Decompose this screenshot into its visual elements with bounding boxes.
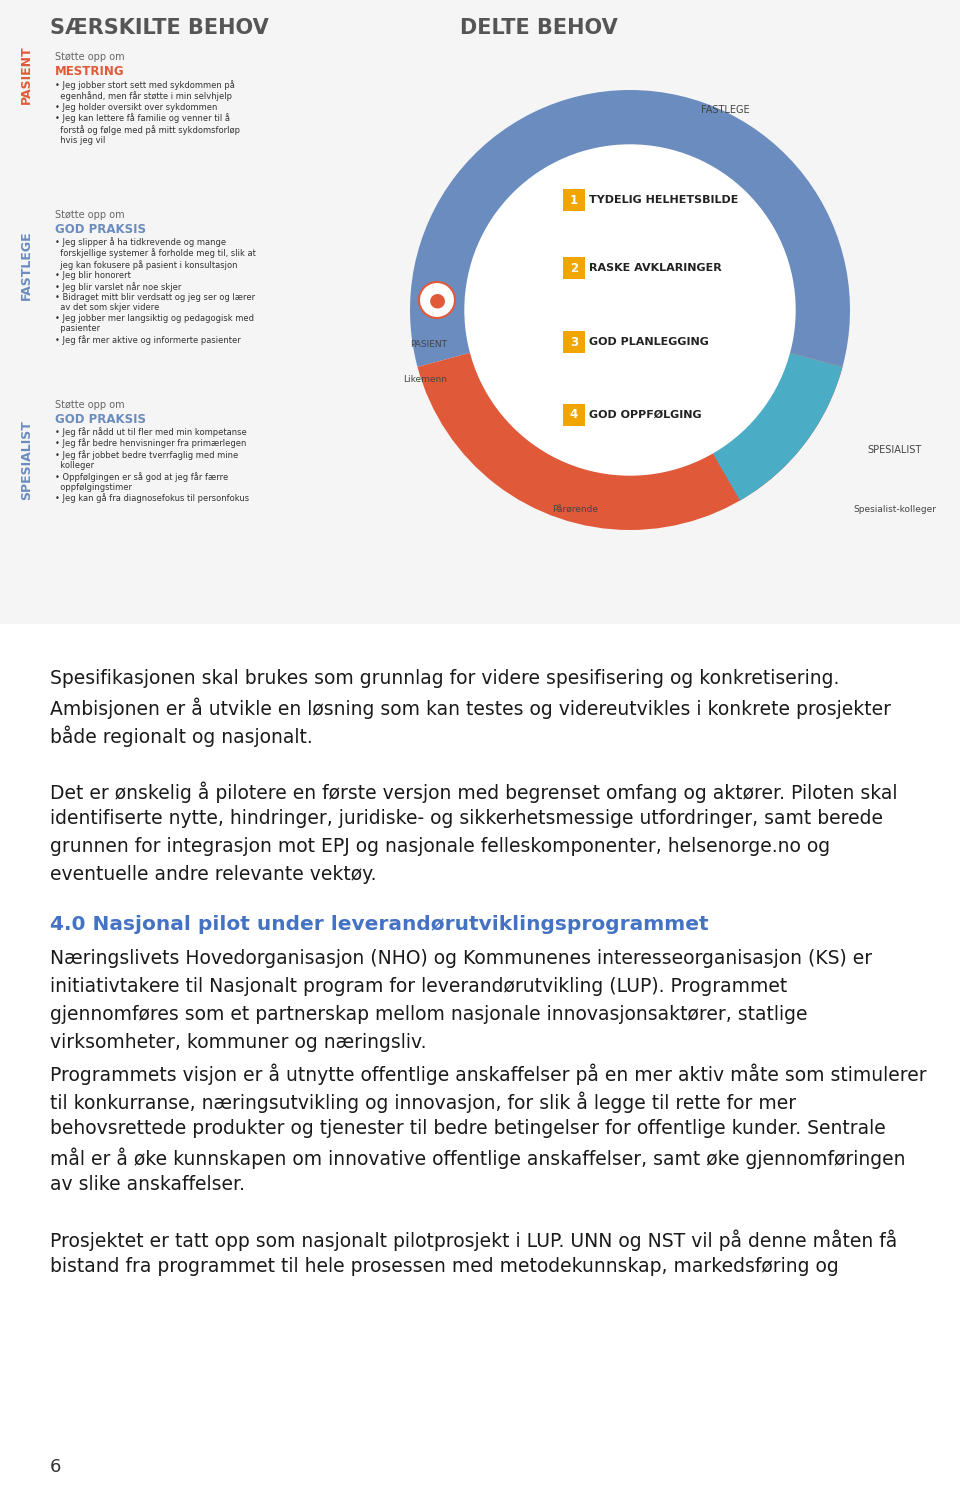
Circle shape — [465, 144, 795, 475]
Text: RASKE AVKLARINGER: RASKE AVKLARINGER — [589, 263, 722, 274]
Text: FASTLEGE: FASTLEGE — [701, 105, 750, 114]
Text: Støtte opp om: Støtte opp om — [55, 53, 125, 62]
Text: 4.0 Nasjonal pilot under leverandørutviklingsprogrammet: 4.0 Nasjonal pilot under leverandørutvik… — [50, 914, 708, 934]
Text: grunnen for integrasjon mot EPJ og nasjonale felleskomponenter, helsenorge.no og: grunnen for integrasjon mot EPJ og nasjo… — [50, 838, 830, 856]
FancyBboxPatch shape — [563, 257, 585, 280]
FancyBboxPatch shape — [563, 405, 585, 426]
Text: PASIENT: PASIENT — [411, 340, 447, 349]
Text: • Jeg slipper å ha tidkrevende og mange
  forskjellige systemer å forholde meg t: • Jeg slipper å ha tidkrevende og mange … — [55, 238, 256, 344]
Text: Støtte opp om: Støtte opp om — [55, 211, 125, 220]
Text: gjennomføres som et partnerskap mellom nasjonale innovasjonsaktører, statlige: gjennomføres som et partnerskap mellom n… — [50, 1005, 807, 1024]
FancyBboxPatch shape — [0, 0, 960, 624]
Wedge shape — [418, 353, 843, 529]
Text: DELTE BEHOV: DELTE BEHOV — [460, 18, 617, 38]
Text: til konkurranse, næringsutvikling og innovasjon, for slik å legge til rette for : til konkurranse, næringsutvikling og inn… — [50, 1092, 796, 1113]
FancyBboxPatch shape — [563, 190, 585, 211]
Text: både regionalt og nasjonalt.: både regionalt og nasjonalt. — [50, 725, 313, 746]
Text: 3: 3 — [570, 335, 578, 349]
Text: 1: 1 — [570, 194, 578, 206]
Text: 4: 4 — [570, 409, 578, 421]
Wedge shape — [712, 353, 843, 501]
Text: identifiserte nytte, hindringer, juridiske- og sikkerhetsmessige utfordringer, s: identifiserte nytte, hindringer, juridis… — [50, 809, 883, 829]
Text: SÆRSKILTE BEHOV: SÆRSKILTE BEHOV — [50, 18, 269, 38]
Text: av slike anskaffelser.: av slike anskaffelser. — [50, 1175, 245, 1194]
Text: Pårørende: Pårørende — [552, 505, 598, 514]
Text: Spesifikasjonen skal brukes som grunnlag for videre spesifisering og konkretiser: Spesifikasjonen skal brukes som grunnlag… — [50, 669, 839, 689]
Text: eventuelle andre relevante vektøy.: eventuelle andre relevante vektøy. — [50, 865, 376, 884]
Text: Spesialist-kolleger: Spesialist-kolleger — [853, 505, 937, 514]
FancyBboxPatch shape — [563, 331, 585, 353]
Text: virksomheter, kommuner og næringsliv.: virksomheter, kommuner og næringsliv. — [50, 1033, 426, 1053]
Text: TYDELIG HELHETSBILDE: TYDELIG HELHETSBILDE — [589, 196, 738, 205]
Text: Programmets visjon er å utnytte offentlige anskaffelser på en mer aktiv måte som: Programmets visjon er å utnytte offentli… — [50, 1063, 926, 1084]
Text: Støtte opp om: Støtte opp om — [55, 400, 125, 411]
Text: 2: 2 — [570, 262, 578, 275]
Text: GOD PRAKSIS: GOD PRAKSIS — [55, 414, 146, 426]
Text: GOD PRAKSIS: GOD PRAKSIS — [55, 223, 146, 236]
Text: MESTRING: MESTRING — [55, 65, 125, 78]
Text: bistand fra programmet til hele prosessen med metodekunnskap, markedsføring og: bistand fra programmet til hele prosesse… — [50, 1257, 839, 1277]
Text: GOD OPPFØLGING: GOD OPPFØLGING — [589, 411, 702, 420]
Text: ●: ● — [428, 290, 445, 310]
Text: Det er ønskelig å pilotere en første versjon med begrenset omfang og aktører. Pi: Det er ønskelig å pilotere en første ver… — [50, 781, 898, 803]
Text: • Jeg jobber stort sett med sykdommen på
  egenhånd, men får støtte i min selvhj: • Jeg jobber stort sett med sykdommen på… — [55, 80, 240, 144]
Text: Likemenn: Likemenn — [403, 376, 447, 385]
Circle shape — [419, 283, 455, 317]
Text: Prosjektet er tatt opp som nasjonalt pilotprosjekt i LUP. UNN og NST vil på denn: Prosjektet er tatt opp som nasjonalt pil… — [50, 1229, 898, 1251]
Text: Ambisjonen er å utvikle en løsning som kan testes og videreutvikles i konkrete p: Ambisjonen er å utvikle en løsning som k… — [50, 698, 891, 719]
Text: behovsrettede produkter og tjenester til bedre betingelser for offentlige kunder: behovsrettede produkter og tjenester til… — [50, 1119, 886, 1139]
Text: mål er å øke kunnskapen om innovative offentlige anskaffelser, samt øke gjennomf: mål er å øke kunnskapen om innovative of… — [50, 1148, 905, 1169]
Text: initiativtakere til Nasjonalt program for leverandørutvikling (LUP). Programmet: initiativtakere til Nasjonalt program fo… — [50, 978, 787, 996]
Text: PASIENT: PASIENT — [20, 45, 33, 104]
Text: SPESIALIST: SPESIALIST — [868, 445, 923, 456]
Text: 6: 6 — [50, 1457, 61, 1475]
Text: • Jeg får nådd ut til fler med min kompetanse
• Jeg får bedre henvisninger fra p: • Jeg får nådd ut til fler med min kompe… — [55, 427, 250, 504]
Text: Næringslivets Hovedorganisasjon (NHO) og Kommunenes interesseorganisasjon (KS) e: Næringslivets Hovedorganisasjon (NHO) og… — [50, 949, 872, 969]
Text: SPESIALIST: SPESIALIST — [20, 420, 33, 499]
Wedge shape — [410, 90, 850, 367]
Text: FASTLEGE: FASTLEGE — [20, 230, 33, 299]
Text: GOD PLANLEGGING: GOD PLANLEGGING — [589, 337, 708, 347]
